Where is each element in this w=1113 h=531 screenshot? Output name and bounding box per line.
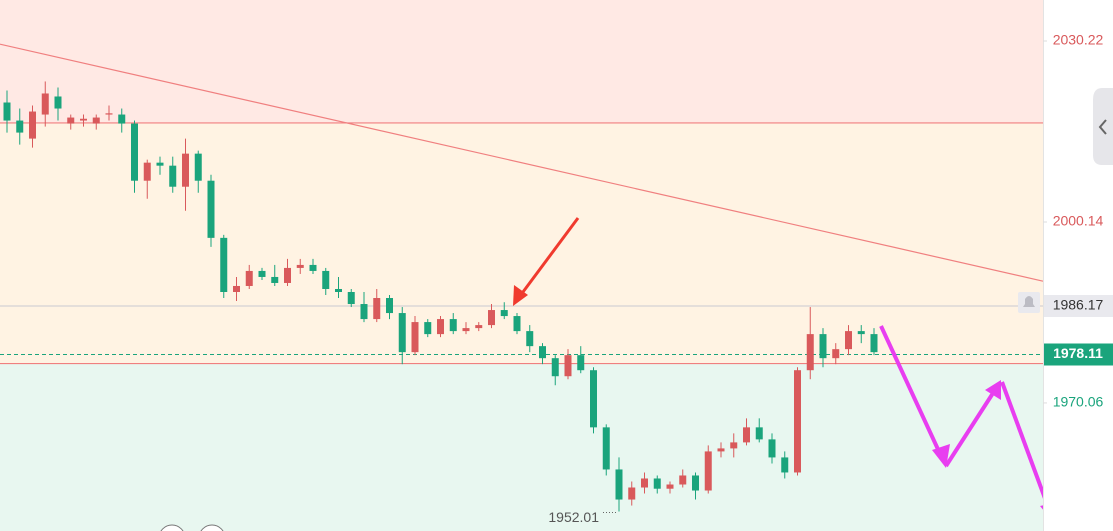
tool-button[interactable] [199,524,225,531]
candle-body [602,427,610,470]
tool-button[interactable] [159,524,185,531]
price-lines [0,43,1044,365]
candle-body [335,288,342,292]
candle-body [717,448,725,452]
candle-body [615,469,623,500]
alert-tag-label: 1986.17 [1053,297,1104,313]
candle-body [539,346,546,359]
candle-body [794,370,801,473]
forecast-segment [879,325,944,459]
candle-body [449,319,457,332]
zone [0,0,1043,123]
current-price-label: 1978.11 [1053,345,1103,361]
candle-body [564,355,572,377]
zone [0,122,1043,364]
candle-body [54,96,62,109]
candle-body [16,120,24,133]
candle-body [3,102,11,121]
y-tick-label: 2030.22 [1053,32,1104,48]
candle-body [143,162,151,181]
candle-body [641,478,648,488]
candle-body [781,457,789,473]
candle-body [271,276,279,283]
candle-body [488,310,495,326]
candle-body [245,270,253,286]
candle-body [284,267,291,283]
collapse-icon[interactable] [1098,119,1107,135]
candle-body [628,487,636,500]
candle-body [437,319,444,335]
y-tick-label: 1970.06 [1053,394,1104,410]
candle-body [29,111,36,139]
candle-body [768,439,776,458]
candle-body [296,264,304,268]
candle-body [513,316,521,332]
candles: 1952.01 [3,81,878,525]
candle-body [373,298,381,320]
candle-body [462,328,470,332]
alert-tag [1044,295,1113,318]
candle-body [806,334,814,371]
candle-body [743,427,750,443]
candle-body [131,123,138,181]
forecast-head [932,444,950,468]
pointer-arrow [513,217,580,306]
candle-body [551,358,559,377]
candle-body [857,331,865,335]
candle-body [679,475,687,485]
candle-body [41,93,49,115]
candle-body [194,153,202,181]
candle-body [870,334,878,353]
candle-body [526,331,534,347]
y-tick-label: 2000.14 [1053,213,1104,229]
candle-body [755,427,763,440]
forecast-head [985,380,1001,400]
forecast-segment [944,388,997,468]
candle-body [577,355,585,371]
candle-body [475,325,483,329]
candle-body [653,478,661,489]
candle-body [105,113,113,115]
candle-body [92,117,100,124]
arrow-head [513,285,528,306]
candle-body [730,442,738,449]
candle-body [704,451,712,491]
candle-body [692,475,699,491]
candle-body [590,370,597,428]
candle-body [182,153,189,187]
candle-body [386,298,393,314]
bell-icon[interactable] [1023,296,1035,307]
candle-body [360,304,368,320]
candle-body [309,264,317,271]
candle-body [819,334,827,359]
axis-panel [1043,0,1113,531]
candle-body [80,118,87,121]
candle-body [398,313,406,353]
forecast-segment [1000,381,1052,513]
candle-body [258,270,266,277]
candle-body [424,322,432,335]
candle-body [220,237,228,292]
candle-body [169,165,177,187]
arrow-shaft [518,217,580,297]
low-label: 1952.01 [548,509,599,525]
candle-body [207,180,215,238]
candle-body [322,270,330,289]
candle-body [411,322,419,353]
candle-body [156,162,164,166]
candle-body [67,117,75,124]
collapse-tab[interactable] [1093,88,1113,165]
zone [0,363,1043,531]
candle-body [233,285,240,292]
y-axis: 1970.06 2000.14 2030.22 1986.17 1978.11 [1043,32,1113,410]
trendline [0,43,1044,282]
candle-body [832,349,840,359]
current-price-tag [1044,343,1113,366]
candle-body [666,484,674,489]
candle-body [845,331,852,350]
candle-body [347,291,355,305]
candle-body [500,310,508,317]
candle-body [118,114,126,124]
